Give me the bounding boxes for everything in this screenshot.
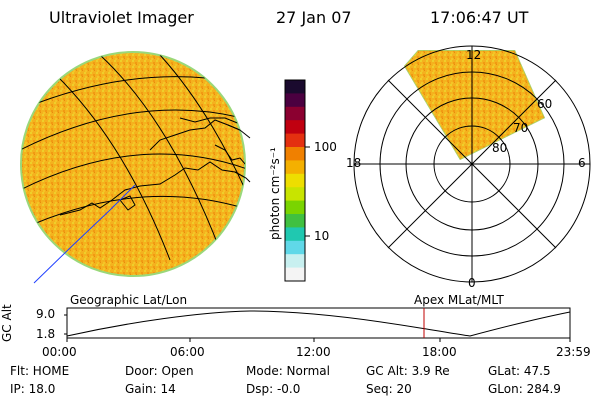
coastline [119, 195, 136, 211]
altitude-xtick-18: 18:00 [422, 345, 457, 359]
coastline-edge [227, 124, 251, 183]
info-door: Door: Open [125, 364, 194, 378]
colorbar-band [285, 133, 305, 148]
mlt-label-0: 0 [468, 276, 476, 290]
colorbar-tick-100: 100 [314, 140, 337, 154]
mlt-label-6: 6 [578, 156, 586, 170]
coastline [59, 161, 245, 216]
info-gcalt: GC Alt: 3.9 Re [366, 364, 450, 378]
altitude-xtick-end: 23:59 [556, 345, 591, 359]
colorbar-band [285, 106, 305, 121]
grid-line [99, 54, 221, 251]
polar-plot [353, 45, 591, 283]
grid-line [21, 195, 245, 231]
grid-line [21, 109, 245, 151]
info-mode: Mode: Normal [246, 364, 330, 378]
info-gain: Gain: 14 [125, 382, 176, 396]
colorbar-band [285, 160, 305, 175]
geo-track-line [33, 184, 136, 284]
colorbar-band [285, 93, 305, 108]
mlt-label-12: 12 [466, 48, 482, 62]
colorbar-band [285, 187, 305, 202]
colorbar-band [285, 227, 305, 242]
mlt-label-18: 18 [346, 156, 362, 170]
info-seq: Seq: 20 [366, 382, 412, 396]
colorbar-band [285, 147, 305, 161]
image-time: 17:06:47 UT [430, 8, 529, 27]
altitude-xtick-0: 00:00 [42, 345, 77, 359]
polar-panel-label: Apex MLat/MLT [414, 293, 504, 307]
geo-panel-label: Geographic Lat/Lon [70, 293, 188, 307]
info-dsp: Dsp: -0.0 [246, 382, 301, 396]
colorbar-band [285, 214, 305, 228]
colorbar [284, 79, 310, 282]
colorbar-band [285, 267, 305, 282]
colorbar-band [285, 240, 305, 255]
info-glon: GLon: 284.9 [488, 382, 561, 396]
colorbar-band [285, 80, 305, 94]
mlat-label-70: 70 [513, 121, 529, 135]
info-glat: GLat: 47.5 [488, 364, 551, 378]
coastline [179, 117, 241, 125]
info-ip: IP: 18.0 [10, 382, 56, 396]
colorbar-band [285, 200, 305, 215]
altitude-ytick-1: 1.8 [36, 327, 56, 341]
altitude-curve [66, 310, 571, 337]
colorbar-band [285, 173, 305, 188]
app-title: Ultraviolet Imager [49, 8, 194, 27]
colorbar-band [285, 254, 305, 269]
grid-line [21, 153, 245, 191]
image-date: 27 Jan 07 [276, 8, 352, 27]
mlat-label-80: 80 [492, 141, 508, 155]
colorbar-band [285, 120, 305, 135]
altitude-ylabel: GC Alt [0, 304, 14, 342]
altitude-plot [64, 307, 571, 342]
info-flt: Flt: HOME [10, 364, 70, 378]
colorbar-unit-label: photon cm⁻²s⁻¹ [268, 147, 282, 240]
altitude-ytick-9: 9.0 [36, 307, 56, 321]
colorbar-tick-10: 10 [314, 229, 330, 243]
altitude-xtick-6: 06:00 [170, 345, 205, 359]
geographic-globe [20, 51, 246, 284]
mlat-label-60: 60 [537, 97, 553, 111]
altitude-xtick-12: 12:00 [296, 345, 331, 359]
coastline [214, 144, 245, 166]
